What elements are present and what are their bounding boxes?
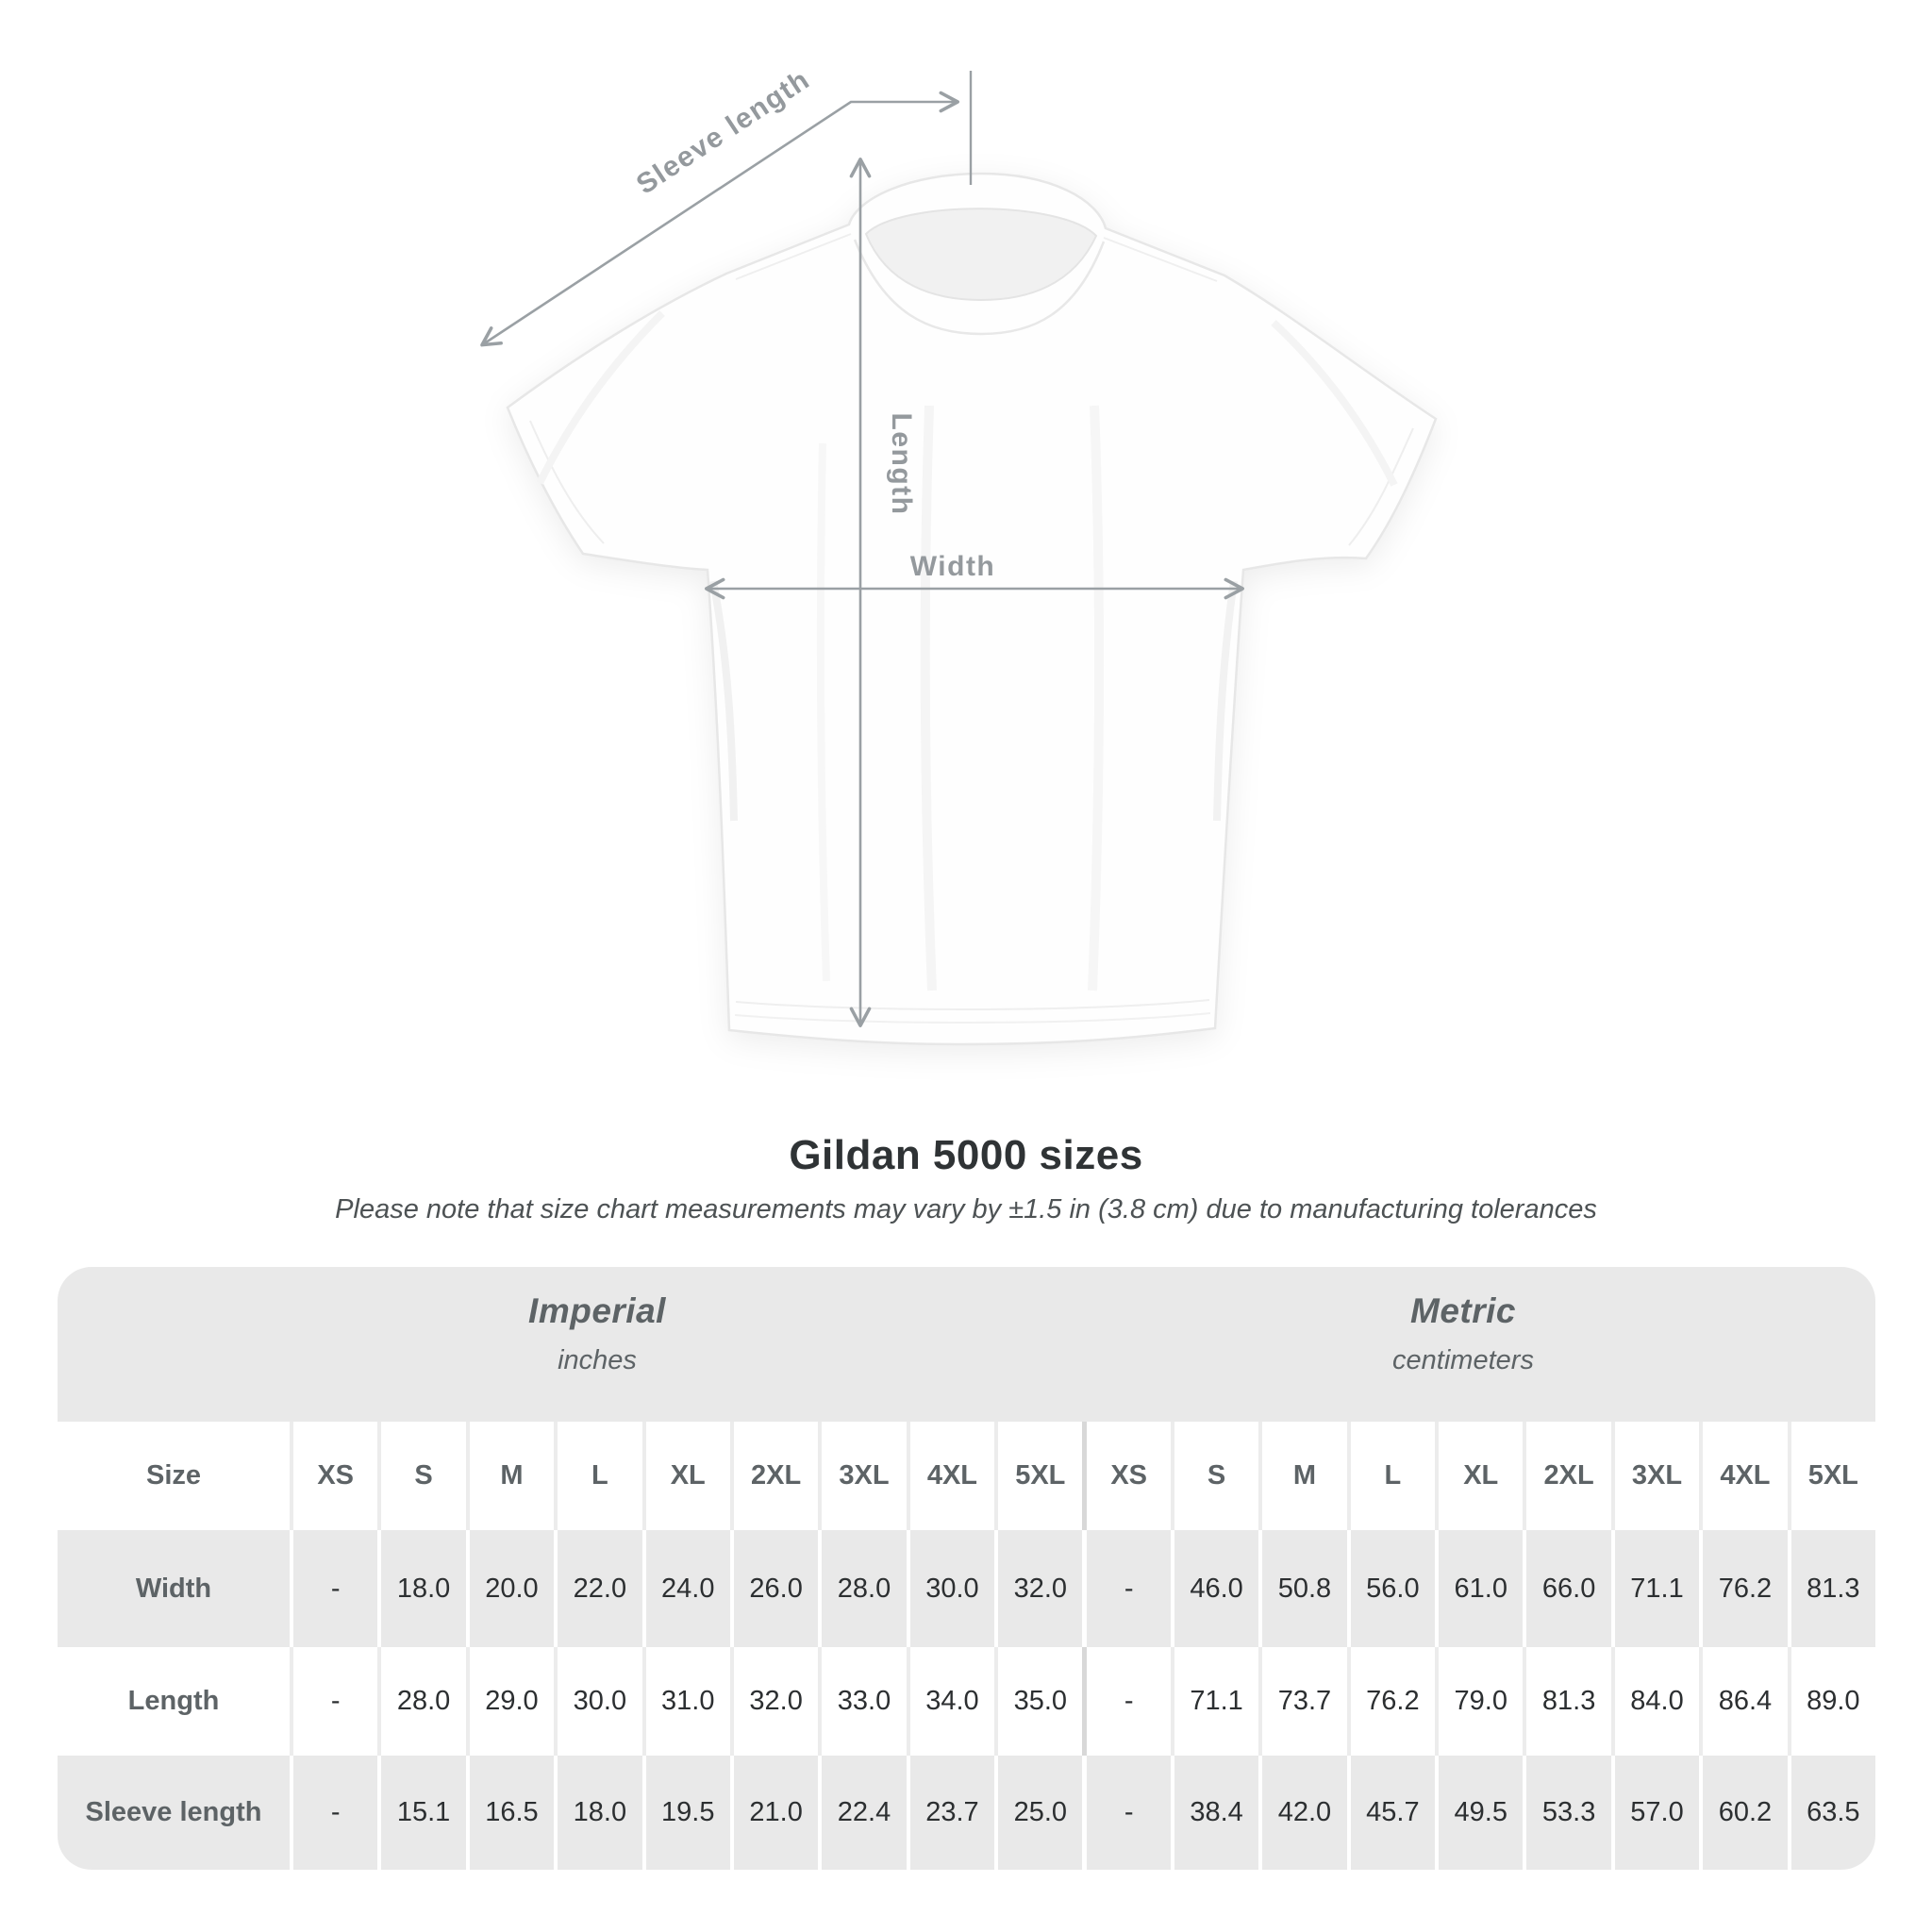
table-cell: -	[1082, 1756, 1170, 1870]
table-unit-band: Imperial inches Metric centimeters	[58, 1267, 1875, 1422]
table-cell: -	[290, 1756, 377, 1870]
tolerance-note: Please note that size chart measurements…	[335, 1194, 1597, 1224]
table-cell: 29.0	[465, 1647, 554, 1756]
table-cell: 86.4	[1699, 1647, 1787, 1756]
imperial-section-header: Imperial inches	[528, 1291, 666, 1376]
sleeve-length-label: Sleeve length	[631, 64, 816, 201]
table-cell: 45.7	[1346, 1756, 1435, 1870]
table-cell: 81.3	[1523, 1647, 1610, 1756]
row-label-width: Width	[135, 1573, 212, 1604]
table-cell: 32.0	[729, 1647, 818, 1756]
table-cell: 35.0	[994, 1647, 1082, 1756]
table-cell: 71.1	[1170, 1647, 1258, 1756]
column-header: 3XL	[818, 1422, 906, 1530]
column-header: 2XL	[729, 1422, 818, 1530]
column-header: 5XL	[994, 1422, 1082, 1530]
table-cell: 30.0	[554, 1647, 641, 1756]
column-header: XS	[290, 1422, 377, 1530]
table-cell: 84.0	[1610, 1647, 1699, 1756]
table-cell: -	[290, 1530, 377, 1647]
table-cell: 38.4	[1170, 1756, 1258, 1870]
table-cell: 24.0	[641, 1530, 730, 1647]
table-cell: 22.4	[818, 1756, 906, 1870]
column-header: 5XL	[1787, 1422, 1875, 1530]
table-cell: 31.0	[641, 1647, 730, 1756]
tshirt-measurement-diagram: Sleeve length Length Width	[480, 64, 1438, 1046]
table-cell: 57.0	[1610, 1756, 1699, 1870]
column-header: S	[377, 1422, 465, 1530]
table-cell: 50.8	[1258, 1530, 1346, 1647]
table-cell: 56.0	[1346, 1530, 1435, 1647]
table-cell: 33.0	[818, 1647, 906, 1756]
table-cell: 76.2	[1346, 1647, 1435, 1756]
column-header: 4XL	[906, 1422, 994, 1530]
table-cell: 73.7	[1258, 1647, 1346, 1756]
table-cell: 32.0	[994, 1530, 1082, 1647]
width-label: Width	[910, 551, 996, 582]
table-cell: 20.0	[465, 1530, 554, 1647]
table-cell: 18.0	[554, 1756, 641, 1870]
column-header: XS	[1082, 1422, 1170, 1530]
table-cell: 63.5	[1787, 1756, 1875, 1870]
table-cell: 42.0	[1258, 1756, 1346, 1870]
table-cell: 25.0	[994, 1756, 1082, 1870]
table-cell: 16.5	[465, 1756, 554, 1870]
table-cell: -	[1082, 1530, 1170, 1647]
metric-title: Metric	[1410, 1291, 1516, 1330]
table-cell: 21.0	[729, 1756, 818, 1870]
table-cell: -	[1082, 1647, 1170, 1756]
table-cell: 89.0	[1787, 1647, 1875, 1756]
table-cell: 23.7	[906, 1756, 994, 1870]
tshirt-graphic	[506, 172, 1438, 1046]
column-header: S	[1170, 1422, 1258, 1530]
size-header-row: Size XS S M L XL 2XL 3XL 4XL 5XL XS S M …	[58, 1422, 1875, 1530]
column-header: M	[465, 1422, 554, 1530]
table-cell: 79.0	[1435, 1647, 1523, 1756]
table-row-sleeve-length: Sleeve length - 15.1 16.5 18.0 19.5 21.0…	[58, 1756, 1875, 1870]
column-header: 4XL	[1699, 1422, 1787, 1530]
table-row-length: Length - 28.0 29.0 30.0 31.0 32.0 33.0 3…	[58, 1647, 1875, 1756]
sleeve-length-arrow	[480, 71, 973, 347]
column-header-size: Size	[145, 1460, 202, 1491]
column-header: M	[1258, 1422, 1346, 1530]
imperial-title: Imperial	[528, 1291, 666, 1330]
table-cell: 26.0	[729, 1530, 818, 1647]
table-row-width: Width - 18.0 20.0 22.0 24.0 26.0 28.0 30…	[58, 1530, 1875, 1647]
table-cell: 60.2	[1699, 1756, 1787, 1870]
table-cell: 15.1	[377, 1756, 465, 1870]
column-header: L	[554, 1422, 641, 1530]
size-chart-table: Imperial inches Metric centimeters Size …	[58, 1267, 1875, 1870]
row-label-sleeve-length: Sleeve length	[85, 1797, 262, 1827]
table-cell: 28.0	[377, 1647, 465, 1756]
metric-section-header: Metric centimeters	[1392, 1291, 1534, 1376]
table-cell: 53.3	[1523, 1756, 1610, 1870]
table-cell: -	[290, 1647, 377, 1756]
table-cell: 18.0	[377, 1530, 465, 1647]
table-cell: 49.5	[1435, 1756, 1523, 1870]
table-cell: 19.5	[641, 1756, 730, 1870]
length-label: Length	[886, 413, 917, 516]
column-header: XL	[641, 1422, 730, 1530]
table-cell: 81.3	[1787, 1530, 1875, 1647]
table-cell: 76.2	[1699, 1530, 1787, 1647]
page-title: Gildan 5000 sizes	[789, 1132, 1143, 1178]
table-cell: 22.0	[554, 1530, 641, 1647]
imperial-unit: inches	[558, 1345, 637, 1375]
table-cell: 28.0	[818, 1530, 906, 1647]
table-cell: 61.0	[1435, 1530, 1523, 1647]
column-header: 2XL	[1523, 1422, 1610, 1530]
column-header: 3XL	[1610, 1422, 1699, 1530]
measurement-annotations	[480, 71, 1244, 1027]
table-cell: 34.0	[906, 1647, 994, 1756]
column-header: XL	[1435, 1422, 1523, 1530]
metric-unit: centimeters	[1392, 1345, 1534, 1375]
table-cell: 71.1	[1610, 1530, 1699, 1647]
table-cell: 30.0	[906, 1530, 994, 1647]
row-label-length: Length	[127, 1686, 220, 1716]
table-cell: 66.0	[1523, 1530, 1610, 1647]
table-cell: 46.0	[1170, 1530, 1258, 1647]
column-header: L	[1346, 1422, 1435, 1530]
